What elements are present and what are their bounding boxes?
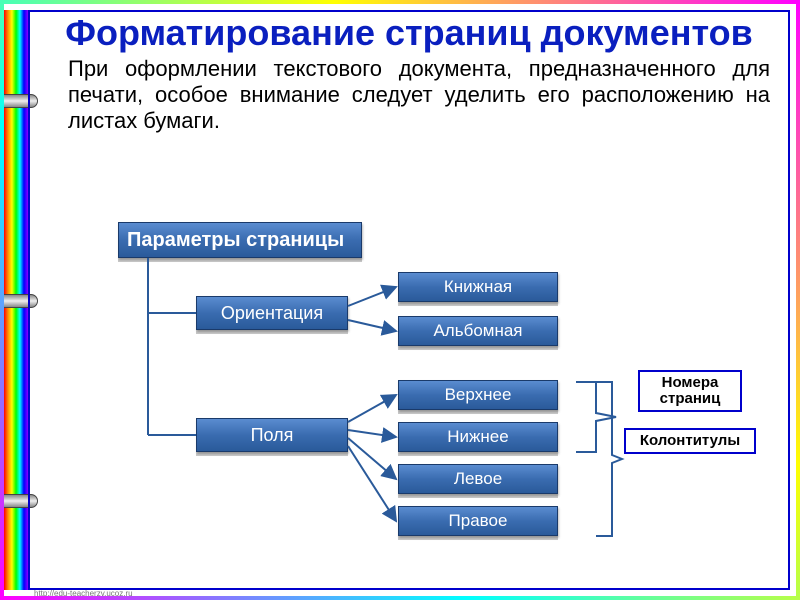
binder-ring [0,494,38,508]
binder-ring [0,94,38,108]
tag-headers: Колонтитулы [624,428,756,454]
node-root: Параметры страницы [118,222,362,258]
node-orientation: Ориентация [196,296,348,330]
node-portrait: Книжная [398,272,558,302]
tag-page-numbers: Номера страниц [638,370,742,412]
slide-title: Форматирование страниц документов [40,10,778,54]
node-top: Верхнее [398,380,558,410]
node-bottom: Нижнее [398,422,558,452]
node-right: Правое [398,506,558,536]
node-left: Левое [398,464,558,494]
intro-paragraph: При оформлении текстового документа, пре… [40,54,778,134]
node-fields: Поля [196,418,348,452]
node-landscape: Альбомная [398,316,558,346]
footer-url: http://edu-teacherzv.ucoz.ru [34,589,133,598]
binder-ring [0,294,38,308]
